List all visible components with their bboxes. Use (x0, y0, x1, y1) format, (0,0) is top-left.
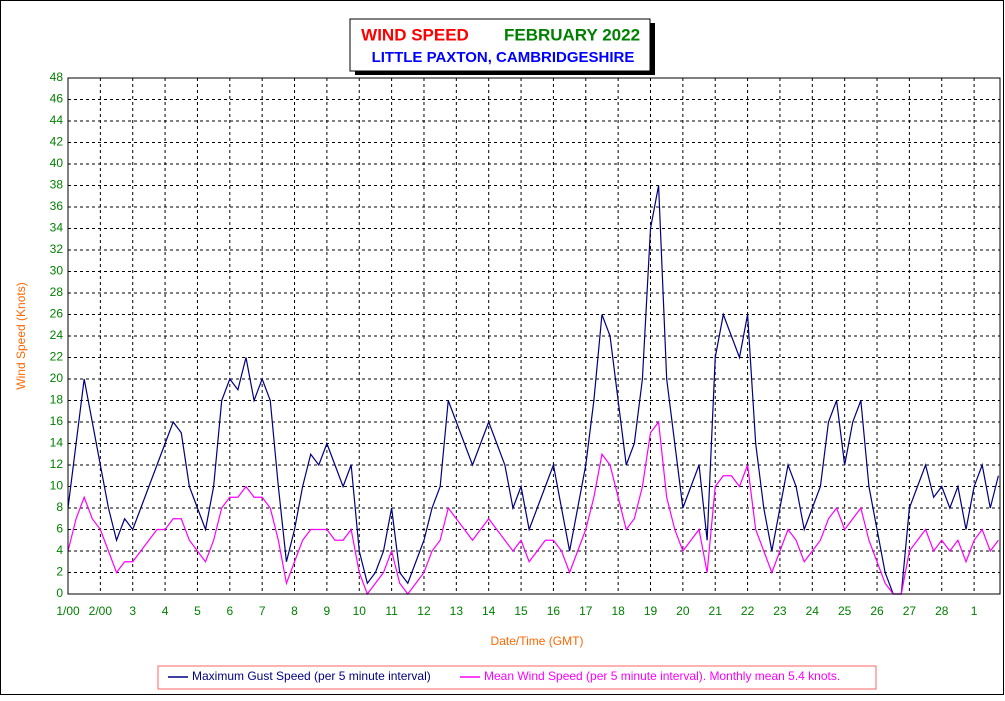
x-tick-label: 1 (971, 604, 978, 618)
y-tick-label: 32 (50, 242, 64, 256)
series-line (67, 420, 999, 596)
plot-frame (67, 77, 1001, 595)
x-tick-label: 15 (514, 604, 528, 618)
x-tick-label: 19 (644, 604, 658, 618)
title-box (349, 18, 651, 72)
x-tick-label: 12 (417, 604, 431, 618)
y-tick-label: 30 (50, 264, 64, 278)
series-line (67, 185, 999, 595)
y-tick-label: 24 (50, 328, 64, 342)
y-tick-label: 10 (50, 479, 64, 493)
y-tick-label: 8 (56, 500, 63, 514)
x-tick-label: 5 (194, 604, 201, 618)
y-tick-label: 6 (56, 522, 63, 536)
y-tick-label: 36 (50, 199, 64, 213)
chart-subtitle: FEBRUARY 2022 (504, 25, 640, 44)
y-tick-label: 0 (56, 586, 63, 600)
x-tick-label: 26 (870, 604, 884, 618)
y-axis-label: Wind Speed (Knots) (14, 282, 28, 389)
y-tick-label: 18 (50, 393, 64, 407)
x-tick-label: 7 (259, 604, 266, 618)
x-tick-label: 23 (773, 604, 787, 618)
x-tick-label: 20 (676, 604, 690, 618)
legend-label: Maximum Gust Speed (per 5 minute interva… (192, 669, 431, 683)
x-tick-label: 3 (129, 604, 136, 618)
x-tick-label: 1/00 (56, 604, 80, 618)
location: LITTLE PAXTON, CAMBRIDGESHIRE (372, 49, 635, 66)
x-tick-label: 14 (482, 604, 496, 618)
x-tick-label: 9 (324, 604, 331, 618)
legend-label: Mean Wind Speed (per 5 minute interval).… (484, 669, 840, 683)
y-tick-label: 12 (50, 457, 64, 471)
y-tick-label: 40 (50, 156, 64, 170)
y-tick-label: 4 (56, 543, 63, 557)
legend-box (157, 665, 877, 690)
y-tick-label: 20 (50, 371, 64, 385)
x-tick-label: 24 (806, 604, 820, 618)
x-tick-label: 10 (353, 604, 367, 618)
y-tick-label: 46 (50, 92, 64, 106)
y-tick-label: 22 (50, 350, 64, 364)
y-tick-label: 2 (56, 565, 63, 579)
x-tick-label: 21 (709, 604, 723, 618)
x-tick-label: 25 (838, 604, 852, 618)
y-tick-label: 16 (50, 414, 64, 428)
y-tick-label: 34 (50, 221, 64, 235)
y-tick-label: 14 (50, 436, 64, 450)
y-tick-label: 48 (50, 70, 64, 84)
x-tick-label: 22 (741, 604, 755, 618)
x-tick-label: 28 (935, 604, 949, 618)
y-tick-label: 44 (50, 113, 64, 127)
y-tick-label: 26 (50, 307, 64, 321)
x-tick-label: 13 (450, 604, 464, 618)
y-tick-label: 38 (50, 178, 64, 192)
x-tick-label: 11 (385, 604, 398, 618)
x-tick-label: 4 (162, 604, 169, 618)
x-tick-label: 6 (226, 604, 233, 618)
x-axis-label: Date/Time (GMT) (491, 634, 584, 648)
x-tick-label: 18 (611, 604, 625, 618)
chart-title: WIND SPEED (361, 25, 469, 44)
y-tick-label: 42 (50, 135, 64, 149)
y-tick-label: 28 (50, 285, 64, 299)
x-tick-label: 8 (291, 604, 298, 618)
x-tick-label: 17 (579, 604, 593, 618)
x-tick-label: 27 (903, 604, 917, 618)
x-tick-label: 2/00 (89, 604, 113, 618)
x-tick-label: 16 (547, 604, 561, 618)
